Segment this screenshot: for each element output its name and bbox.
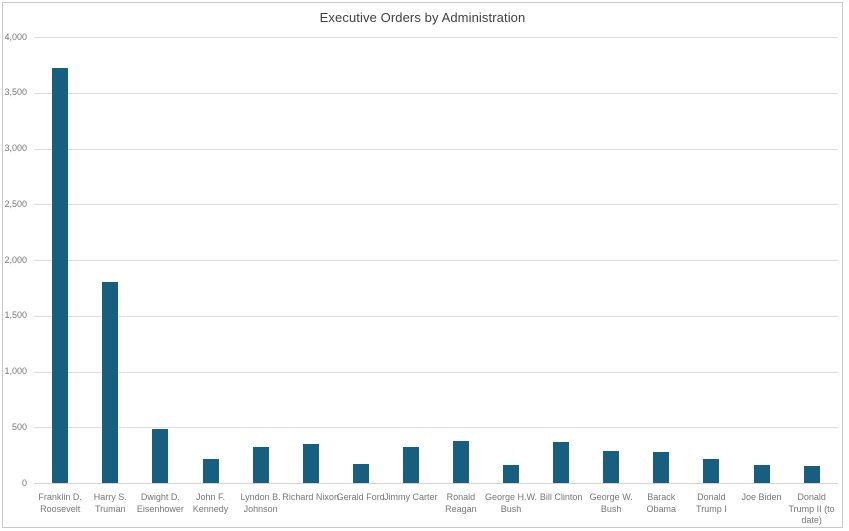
- x-axis-label: Harry S. Truman: [93, 492, 127, 514]
- bar: [803, 466, 820, 483]
- bar: [603, 450, 620, 483]
- x-axis-label: Joe Biden: [741, 492, 782, 502]
- y-axis-tick-label: 3,500: [4, 87, 27, 98]
- bar: [302, 444, 319, 483]
- x-axis-label: Ronald Reagan: [445, 492, 477, 514]
- bar: [152, 429, 169, 483]
- x-axis-label: George W. Bush: [589, 492, 633, 514]
- bar: [352, 464, 369, 483]
- bar: [102, 282, 119, 483]
- gridline: [34, 37, 838, 38]
- bar: [703, 458, 720, 483]
- y-axis-tick-label: 4,000: [4, 31, 27, 42]
- x-axis-label: Dwight D. Eisenhower: [136, 492, 184, 514]
- x-axis-label: Franklin D. Roosevelt: [38, 492, 82, 514]
- gridline: [34, 260, 838, 261]
- x-axis-label: Donald Trump I: [696, 492, 727, 514]
- plot-area: 0 500 1,000 1,500 2,000 2,500 3,000 3,500 4,000 …: [3, 3, 842, 527]
- bar: [202, 459, 219, 483]
- y-axis-tick-label: 500: [11, 421, 27, 432]
- bar: [653, 452, 670, 483]
- bar: [452, 440, 469, 483]
- y-axis-tick-label: 1,500: [4, 310, 27, 321]
- bar: [252, 446, 269, 483]
- y-axis-tick-label: 0: [21, 477, 27, 488]
- bar: [503, 464, 519, 483]
- x-axis-baseline: [34, 483, 838, 484]
- x-axis-label: Richard Nixon: [282, 492, 339, 502]
- gridline: [34, 92, 838, 94]
- gridline: [34, 427, 838, 429]
- gridline: [34, 148, 838, 150]
- y-axis-tick-label: 2,000: [4, 254, 27, 265]
- gridline: [34, 315, 838, 317]
- chart-title: Executive Orders by Administration: [319, 10, 526, 25]
- x-axis-label: Jimmy Carter: [384, 492, 438, 502]
- x-axis-label: Bill Clinton: [539, 492, 583, 502]
- bar: [753, 464, 770, 483]
- x-axis-label: Donald Trump II (to date): [788, 492, 835, 525]
- bar: [553, 442, 570, 483]
- bar: [52, 68, 69, 483]
- gridline: [34, 371, 838, 373]
- y-axis-tick-label: 3,000: [4, 143, 27, 153]
- gridline: [34, 204, 838, 206]
- x-axis-label: Lyndon B. Johnson: [240, 492, 281, 514]
- y-axis-tick-label: 2,500: [4, 198, 27, 209]
- x-axis-label: Gerald Ford: [336, 492, 385, 502]
- x-axis-label: George H.W. Bush: [484, 492, 538, 514]
- y-axis-tick-label: 1,000: [4, 366, 27, 376]
- x-axis-label: John F. Kennedy: [192, 492, 229, 514]
- bar: [402, 447, 419, 483]
- x-axis-label: Barack Obama: [646, 492, 677, 514]
